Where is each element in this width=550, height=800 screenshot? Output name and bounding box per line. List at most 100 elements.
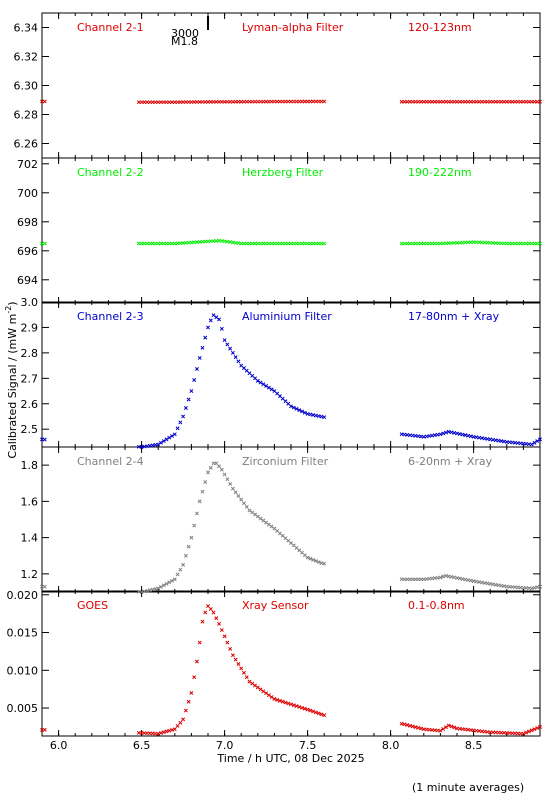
- data-point: [291, 405, 296, 410]
- footnote: (1 minute averages): [412, 781, 525, 794]
- data-point: [161, 583, 166, 588]
- data-point: [217, 621, 222, 626]
- y-tick-label-1: 6.26: [14, 138, 39, 151]
- data-point: [283, 700, 288, 705]
- data-point: [219, 467, 224, 472]
- data-point: [438, 432, 443, 437]
- panel-channel-label: Channel 2-3: [77, 310, 144, 323]
- data-point: [172, 727, 177, 732]
- series-5: [40, 604, 542, 736]
- data-point: [538, 584, 542, 589]
- data-point: [186, 544, 191, 549]
- panel-frame-1: [41, 12, 541, 159]
- y-tick-label-4: 1.8: [21, 459, 39, 472]
- data-point: [159, 584, 163, 589]
- data-point: [286, 701, 291, 706]
- data-point: [236, 662, 241, 666]
- data-point: [42, 241, 47, 246]
- data-point: [264, 691, 269, 696]
- panel-filter-label: Herzberg Filter: [242, 166, 324, 179]
- panel-channel-label: Channel 2-4: [77, 455, 144, 468]
- data-point: [164, 729, 169, 734]
- y-tick-label-1: 6.30: [14, 80, 39, 93]
- data-point: [147, 588, 152, 593]
- data-point: [477, 580, 482, 584]
- data-point: [183, 553, 188, 558]
- data-point: [438, 728, 443, 733]
- data-point: [322, 99, 327, 104]
- data-point: [178, 567, 183, 572]
- data-point: [491, 582, 495, 587]
- data-point: [289, 702, 293, 707]
- data-point: [203, 610, 208, 615]
- data-point: [266, 522, 271, 527]
- data-point: [316, 414, 321, 419]
- data-point: [194, 659, 199, 664]
- panel-channel-label: Channel 2-1: [77, 21, 144, 34]
- data-point: [538, 241, 542, 246]
- data-point: [181, 562, 186, 567]
- data-point: [183, 406, 188, 410]
- data-point: [291, 703, 296, 708]
- data-point: [419, 726, 423, 731]
- data-point: [208, 318, 213, 323]
- data-point: [289, 404, 293, 409]
- data-point: [466, 578, 471, 583]
- y-tick-label-2: 700: [17, 187, 38, 200]
- series-3: [40, 313, 542, 449]
- data-point: [42, 99, 47, 104]
- data-point: [538, 724, 542, 729]
- data-point: [42, 727, 47, 732]
- data-point: [230, 653, 235, 658]
- data-point: [192, 523, 197, 528]
- panel-band-label: 190-222nm: [408, 166, 472, 179]
- data-point: [468, 434, 473, 439]
- series-2: [40, 238, 542, 246]
- data-point: [269, 695, 274, 700]
- data-point: [200, 345, 205, 350]
- data-point: [410, 724, 415, 729]
- data-point: [244, 504, 249, 509]
- data-point: [192, 378, 197, 382]
- data-point: [524, 730, 529, 735]
- data-point: [233, 657, 238, 662]
- data-point: [313, 413, 318, 418]
- data-point: [253, 512, 257, 517]
- panel-frame-4: [41, 446, 541, 593]
- data-point: [266, 693, 271, 698]
- data-point: [197, 356, 202, 360]
- data-point: [305, 411, 310, 416]
- data-point: [319, 561, 324, 566]
- panel-band-label: 17-80nm + Xray: [408, 310, 500, 323]
- data-point: [416, 725, 421, 730]
- series-1: [40, 99, 542, 105]
- data-point: [255, 378, 260, 383]
- data-point: [322, 241, 327, 246]
- data-point: [208, 607, 213, 611]
- data-point: [222, 634, 227, 639]
- data-point: [502, 584, 506, 589]
- data-point: [496, 583, 501, 588]
- data-point: [460, 577, 465, 581]
- panel-frame-2: [41, 157, 541, 304]
- data-point: [455, 431, 459, 436]
- data-point: [208, 465, 213, 470]
- x-axis-label: Time / h UTC, 08 Dec 2025: [216, 752, 364, 765]
- data-point: [322, 415, 327, 420]
- data-point: [197, 640, 202, 645]
- x-tick-label: 8.0: [382, 739, 400, 752]
- data-point: [266, 385, 271, 390]
- data-point: [399, 721, 404, 726]
- data-point: [172, 577, 177, 582]
- data-point: [181, 717, 186, 722]
- data-point: [297, 408, 302, 413]
- data-point: [316, 560, 321, 565]
- data-point: [405, 723, 410, 728]
- data-point: [181, 414, 186, 419]
- data-point: [219, 628, 224, 632]
- data-point: [457, 432, 462, 436]
- data-point: [463, 433, 468, 438]
- data-point: [161, 730, 166, 735]
- data-point: [236, 493, 241, 498]
